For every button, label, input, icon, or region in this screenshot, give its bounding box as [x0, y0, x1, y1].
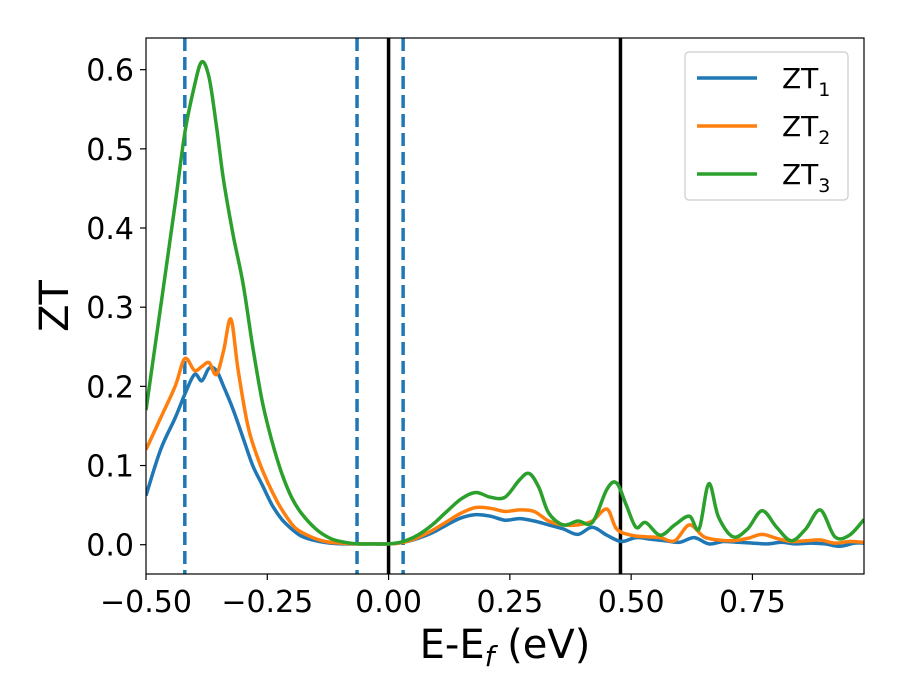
x-tick-label: 0.50 [598, 585, 665, 620]
y-tick-label: 0.0 [86, 529, 134, 564]
series-layer [146, 59, 864, 549]
legend-label-main: ZT [782, 62, 819, 95]
legend-frame [684, 51, 849, 201]
y-tick-label: 0.5 [86, 133, 134, 168]
legend-label-zt3: ZT3 [782, 158, 830, 197]
legend-label-subscript: 2 [818, 127, 830, 149]
y-tick-label: 0.1 [86, 450, 134, 485]
x-tick-label: −0.50 [100, 585, 192, 620]
x-axis: −0.50 −0.25 0.00 0.25 0.50 0.75 [100, 574, 786, 620]
x-tick-label: −0.25 [221, 585, 313, 620]
x-axis-label: E-Ef (eV) [420, 622, 591, 673]
y-axis-label: ZT [32, 280, 78, 332]
vertical-reference-lines [183, 38, 623, 574]
legend-label-subscript: 3 [818, 175, 830, 197]
legend-label-zt2: ZT2 [782, 110, 830, 149]
legend-label-main: ZT [782, 158, 819, 191]
y-tick-label: 0.4 [86, 212, 134, 247]
x-tick-label: 0.25 [476, 585, 543, 620]
y-tick-label: 0.2 [86, 370, 134, 405]
plot-frame [145, 37, 865, 575]
x-tick-label: 0.00 [355, 585, 422, 620]
series-line-zt3 [146, 59, 864, 546]
series-line-zt1 [146, 365, 864, 549]
series-line-zt2 [146, 317, 864, 546]
legend-label-zt1: ZT1 [782, 62, 830, 101]
y-tick-label: 0.3 [86, 291, 134, 326]
y-axis: 0.0 0.1 0.2 0.3 0.4 0.5 0.6 [86, 54, 146, 564]
x-tick-label: 0.75 [719, 585, 786, 620]
x-axis-label-unit: (eV) [494, 622, 590, 668]
legend-label-subscript: 1 [818, 79, 830, 101]
legend-label-main: ZT [782, 110, 819, 143]
y-tick-label: 0.6 [86, 54, 134, 89]
